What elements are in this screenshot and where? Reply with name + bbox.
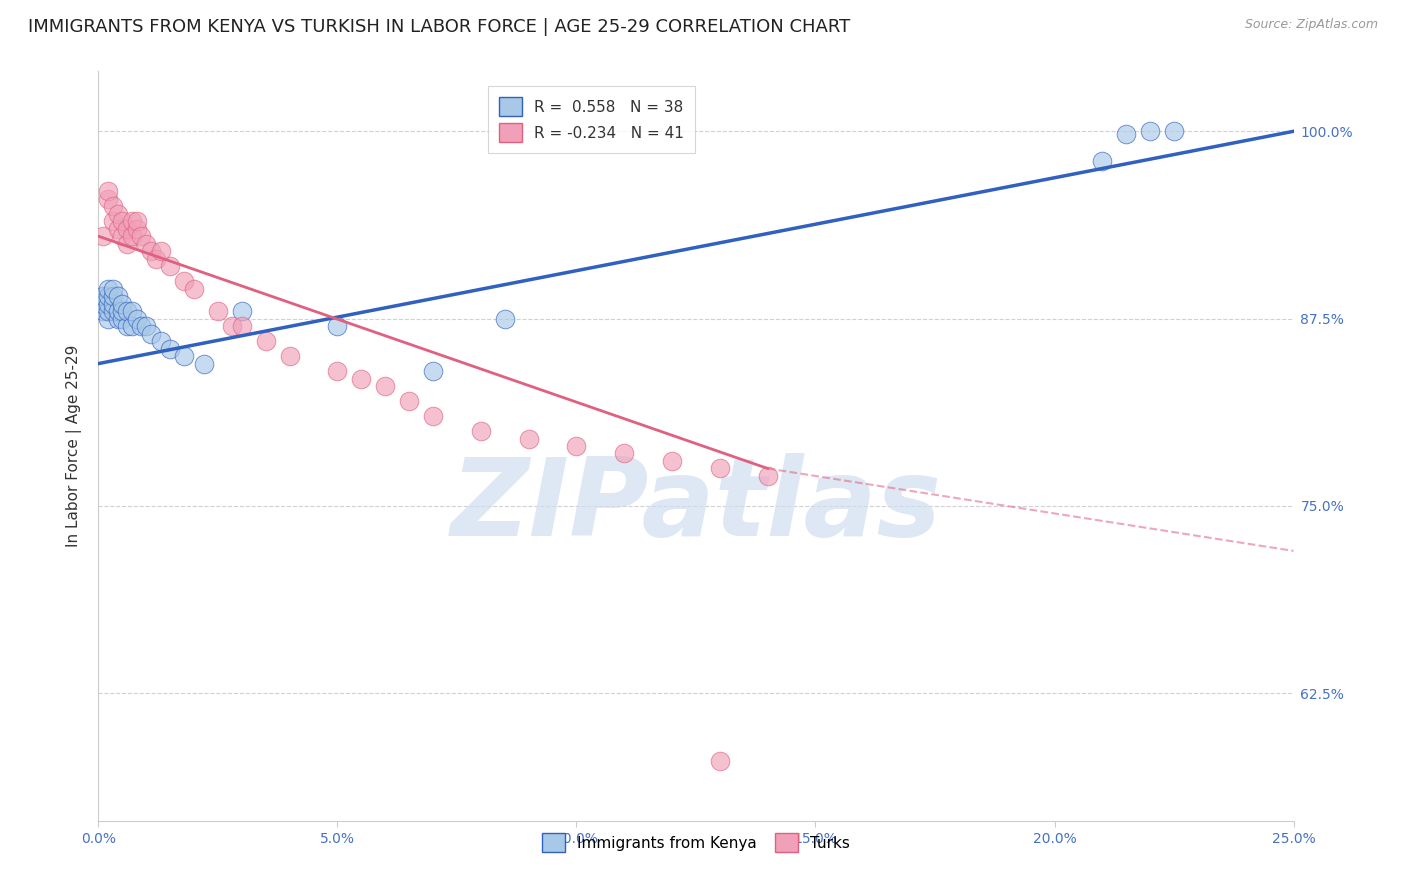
Point: [709, 461, 731, 475]
Point: [111, 296, 134, 310]
Point: [115, 304, 138, 318]
Point: [131, 319, 153, 334]
Point: [97, 289, 120, 303]
Point: [145, 252, 167, 266]
Point: [125, 221, 148, 235]
Point: [231, 319, 253, 334]
Point: [149, 244, 172, 259]
Point: [159, 259, 181, 273]
Point: [613, 446, 636, 460]
Point: [97, 296, 120, 310]
Point: [207, 304, 229, 318]
Point: [107, 221, 129, 235]
Point: [661, 454, 683, 468]
Point: [121, 214, 143, 228]
Point: [121, 319, 143, 334]
Point: [326, 364, 349, 378]
Point: [1139, 124, 1161, 138]
Legend: Immigrants from Kenya, Turks: Immigrants from Kenya, Turks: [536, 827, 856, 858]
Point: [115, 319, 138, 334]
Point: [398, 394, 420, 409]
Point: [111, 311, 134, 326]
Point: [1163, 124, 1185, 138]
Point: [97, 192, 120, 206]
Point: [97, 184, 120, 198]
Point: [121, 304, 143, 318]
Point: [278, 349, 301, 363]
Point: [121, 229, 143, 244]
Point: [91, 229, 114, 244]
Point: [111, 214, 134, 228]
Point: [101, 296, 124, 310]
Point: [470, 424, 492, 438]
Point: [139, 326, 162, 341]
Point: [125, 214, 148, 228]
Point: [91, 304, 114, 318]
Point: [107, 289, 129, 303]
Y-axis label: In Labor Force | Age 25-29: In Labor Force | Age 25-29: [66, 345, 83, 547]
Point: [1091, 154, 1114, 169]
Point: [97, 282, 120, 296]
Point: [101, 199, 124, 213]
Point: [193, 357, 215, 371]
Point: [494, 311, 516, 326]
Point: [221, 319, 243, 334]
Point: [111, 304, 134, 318]
Point: [115, 236, 138, 251]
Point: [107, 207, 129, 221]
Text: IMMIGRANTS FROM KENYA VS TURKISH IN LABOR FORCE | AGE 25-29 CORRELATION CHART: IMMIGRANTS FROM KENYA VS TURKISH IN LABO…: [28, 18, 851, 36]
Point: [517, 432, 540, 446]
Text: ZIPatlas: ZIPatlas: [450, 453, 942, 559]
Point: [756, 469, 779, 483]
Point: [135, 319, 157, 334]
Point: [97, 304, 120, 318]
Point: [183, 282, 205, 296]
Point: [101, 214, 124, 228]
Point: [131, 229, 153, 244]
Point: [101, 304, 124, 318]
Point: [565, 439, 588, 453]
Point: [91, 296, 114, 310]
Point: [350, 371, 373, 385]
Point: [135, 236, 157, 251]
Point: [422, 364, 444, 378]
Point: [149, 334, 172, 348]
Point: [326, 319, 349, 334]
Point: [254, 334, 277, 348]
Point: [231, 304, 253, 318]
Point: [97, 311, 120, 326]
Point: [107, 304, 129, 318]
Point: [101, 282, 124, 296]
Point: [101, 289, 124, 303]
Point: [111, 229, 134, 244]
Point: [1115, 128, 1137, 142]
Point: [374, 379, 396, 393]
Point: [173, 349, 195, 363]
Point: [173, 274, 195, 288]
Point: [91, 289, 114, 303]
Point: [422, 409, 444, 423]
Point: [107, 311, 129, 326]
Point: [709, 754, 731, 768]
Point: [159, 342, 181, 356]
Text: Source: ZipAtlas.com: Source: ZipAtlas.com: [1244, 18, 1378, 31]
Point: [139, 244, 162, 259]
Point: [125, 311, 148, 326]
Point: [115, 221, 138, 235]
